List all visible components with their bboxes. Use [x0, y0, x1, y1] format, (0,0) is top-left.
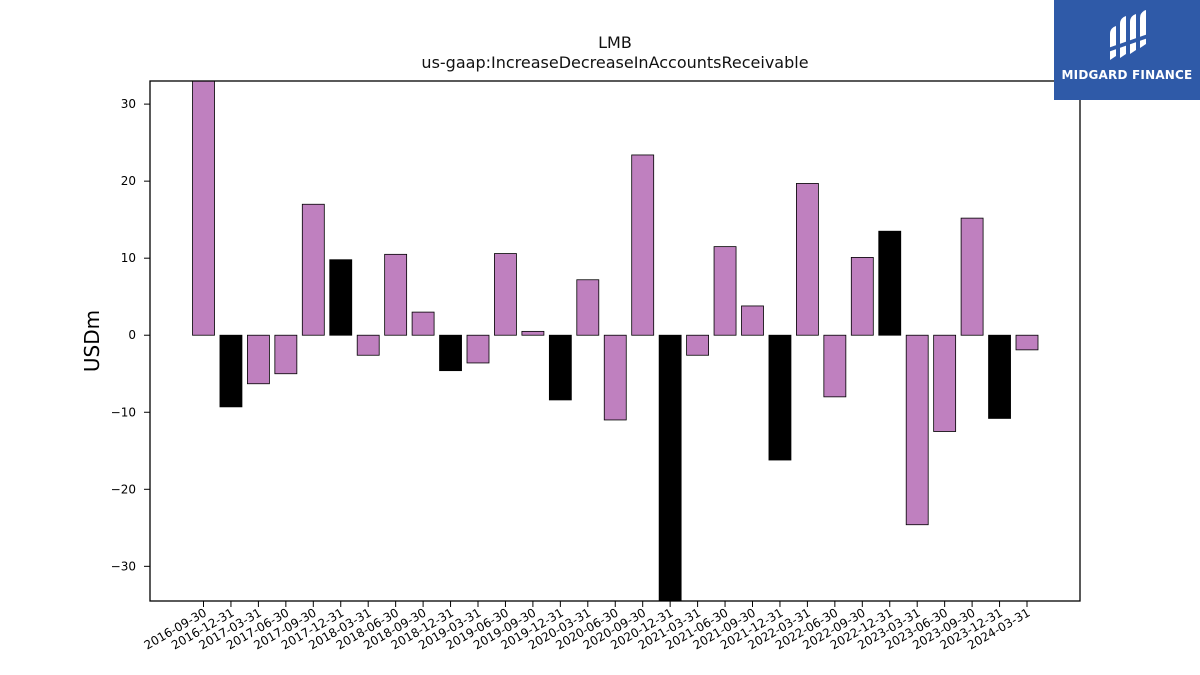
bar-2018-03-31 [356, 334, 380, 356]
bar-2022-06-30 [823, 334, 847, 398]
bar-2023-12-31 [988, 334, 1011, 419]
bar-2021-09-30 [741, 305, 764, 336]
bar-2023-06-30 [933, 334, 957, 432]
y-axis: −30 −20 −10 0 10 20 30 [111, 97, 150, 573]
chart-subtitle: us-gaap:IncreaseDecreaseInAccountsReceiv… [421, 53, 808, 72]
bar-2017-03-31 [246, 334, 270, 385]
bar-2019-12-31 [548, 334, 572, 401]
bar-2020-12-31 [658, 334, 682, 602]
x-axis: 2016-09-302016-12-312017-03-312017-06-30… [142, 601, 1033, 652]
bar-2022-09-30 [850, 257, 874, 336]
bar-2022-03-31 [796, 183, 819, 336]
bar-2021-12-31 [768, 334, 792, 461]
bar-2017-12-31 [329, 259, 353, 336]
bar-2017-09-30 [301, 203, 325, 336]
y-axis-label: USDm [80, 310, 104, 372]
y-tick-label: 10 [121, 251, 136, 265]
bar-2024-03-31 [1015, 334, 1039, 351]
y-tick-label: 20 [121, 174, 136, 188]
bar-2020-09-30 [631, 154, 655, 336]
bar-2019-03-31 [466, 334, 490, 364]
chart-title: LMB [598, 33, 632, 52]
bar-2019-06-30 [494, 253, 517, 336]
bar-2023-09-30 [960, 217, 984, 336]
bars-group [192, 80, 1039, 602]
y-tick-label: −20 [111, 482, 136, 496]
y-tick-label: 0 [128, 328, 136, 342]
bar-2016-12-31 [219, 334, 243, 408]
bar-2018-06-30 [384, 253, 408, 336]
bar-2019-09-30 [521, 330, 545, 336]
bar-2023-03-31 [905, 334, 929, 526]
bar-2021-06-30 [713, 246, 737, 336]
y-tick-label: −10 [111, 405, 136, 419]
bar-2020-06-30 [603, 334, 627, 421]
logo-text: MIDGARD FINANCE [1061, 68, 1193, 82]
bar-2018-09-30 [411, 311, 435, 336]
bar-2020-03-31 [576, 279, 600, 336]
midgard-logo-mark-icon [1108, 10, 1148, 60]
y-tick-label: 30 [121, 97, 136, 111]
plot-frame [149, 80, 1081, 602]
bar-2021-03-31 [686, 334, 709, 356]
y-tick-label: −30 [111, 559, 136, 573]
bar-2022-12-31 [878, 230, 902, 336]
bar-2018-12-31 [439, 334, 462, 372]
bar-2016-09-30 [192, 80, 215, 336]
bar-2017-06-30 [274, 334, 298, 375]
midgard-finance-logo: MIDGARD FINANCE [1054, 0, 1200, 100]
